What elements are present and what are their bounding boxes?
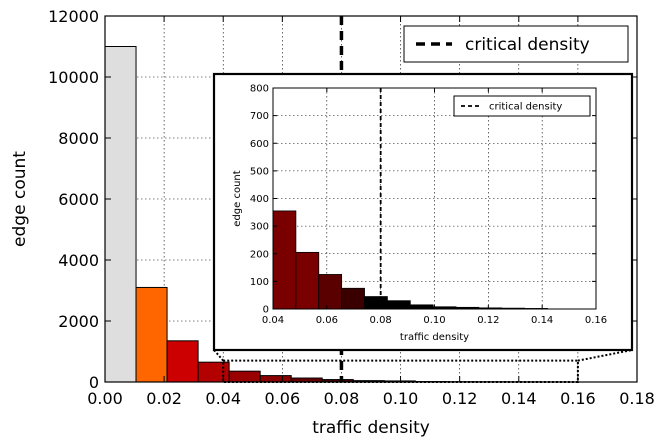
inset-y-tick-label: 700 bbox=[250, 111, 269, 122]
inset-y-tick-label: 0 bbox=[263, 305, 269, 316]
inset-legend-label: critical density bbox=[489, 102, 562, 113]
inset-histogram-bar bbox=[409, 304, 434, 310]
main-y-tick-label: 2000 bbox=[58, 312, 99, 331]
main-histogram-bar bbox=[228, 370, 261, 383]
inset-x-tick-label: 0.08 bbox=[370, 315, 392, 326]
main-legend-label: critical density bbox=[465, 35, 590, 55]
inset-y-tick-label: 500 bbox=[250, 166, 269, 177]
main-y-tick-label: 4000 bbox=[58, 251, 99, 270]
inset-x-tick-label: 0.06 bbox=[316, 315, 338, 326]
inset-legend-box bbox=[453, 95, 591, 117]
zoom-connector-right bbox=[577, 349, 633, 362]
inset-histogram-bar bbox=[341, 287, 365, 310]
inset-y-tick-label: 300 bbox=[250, 222, 269, 233]
main-x-tick-label: 0.10 bbox=[383, 389, 419, 408]
main-histogram-bar bbox=[135, 286, 168, 383]
main-x-axis-label: traffic density bbox=[312, 418, 430, 438]
inset-histogram-bar bbox=[295, 251, 320, 310]
inset-x-tick-label: 0.12 bbox=[477, 315, 499, 326]
main-y-tick-label: 0 bbox=[89, 373, 99, 392]
main-histogram-bar bbox=[197, 361, 230, 383]
inset-histogram-bar bbox=[386, 300, 411, 310]
main-x-tick-label: 0.08 bbox=[324, 389, 360, 408]
main-x-tick-label: 0.04 bbox=[205, 389, 241, 408]
inset-histogram-bar bbox=[364, 296, 388, 310]
inset-plot-frame bbox=[272, 87, 597, 310]
main-y-tick-label: 12000 bbox=[48, 7, 99, 26]
main-x-tick-label: 0.18 bbox=[619, 389, 655, 408]
main-y-tick-label: 8000 bbox=[58, 129, 99, 148]
main-y-tick-label: 6000 bbox=[58, 190, 99, 209]
main-x-tick-label: 0.14 bbox=[501, 389, 537, 408]
inset-x-tick-label: 0.14 bbox=[531, 315, 553, 326]
inset-x-axis-label: traffic density bbox=[400, 332, 469, 343]
inset-x-tick-label: 0.10 bbox=[423, 315, 445, 326]
inset-histogram-bar bbox=[318, 274, 343, 310]
inset-y-tick-label: 400 bbox=[250, 194, 269, 205]
main-plot-frame bbox=[104, 15, 638, 383]
main-x-tick-label: 0.06 bbox=[265, 389, 301, 408]
main-legend-box bbox=[403, 25, 629, 63]
inset-x-tick-label: 0.04 bbox=[262, 315, 284, 326]
inset-y-tick-label: 200 bbox=[250, 249, 269, 260]
inset-y-axis-label: edge count bbox=[232, 170, 243, 226]
main-x-tick-label: 0.16 bbox=[560, 389, 596, 408]
inset-y-tick-label: 600 bbox=[250, 139, 269, 150]
inset-y-tick-label: 100 bbox=[250, 277, 269, 288]
main-y-axis-label: edge count bbox=[10, 151, 30, 247]
main-x-tick-label: 0.00 bbox=[87, 389, 123, 408]
main-histogram-bar bbox=[166, 340, 199, 383]
inset-x-tick-label: 0.16 bbox=[585, 315, 607, 326]
main-y-tick-label: 10000 bbox=[48, 68, 99, 87]
main-x-tick-label: 0.02 bbox=[146, 389, 182, 408]
inset-y-tick-label: 800 bbox=[250, 84, 269, 95]
main-histogram-bar bbox=[104, 46, 137, 383]
main-x-tick-label: 0.12 bbox=[442, 389, 478, 408]
zoom-region-rect bbox=[222, 359, 579, 383]
